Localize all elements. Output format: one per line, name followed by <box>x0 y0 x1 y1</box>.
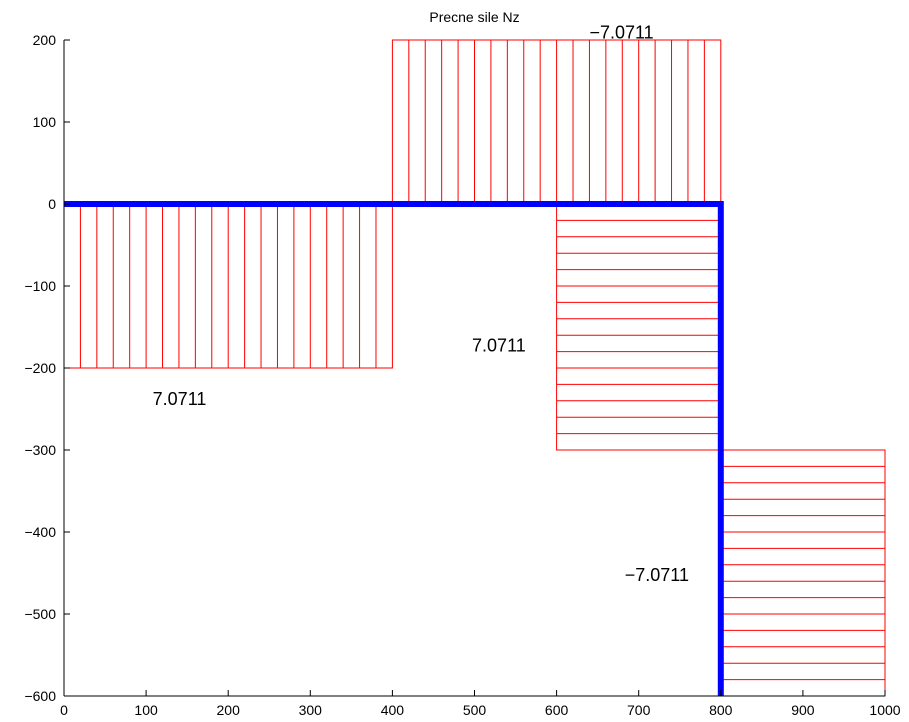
y-tick-label: −600 <box>24 688 56 704</box>
value-label-2: −7.0711 <box>589 22 653 42</box>
x-tick-label: 900 <box>791 702 815 718</box>
y-tick-label: 0 <box>48 196 56 212</box>
value-label-4: −7.0711 <box>625 565 689 585</box>
y-tick-label: 200 <box>33 32 57 48</box>
y-tick-label: −100 <box>24 278 56 294</box>
x-tick-label: 400 <box>381 702 405 718</box>
region-1 <box>63 203 393 369</box>
y-tick-label: −500 <box>24 606 56 622</box>
x-tick-label: 800 <box>709 702 733 718</box>
y-tick-label: −400 <box>24 524 56 540</box>
x-tick-label: 300 <box>299 702 323 718</box>
x-tick-label: 600 <box>545 702 569 718</box>
x-tick-label: 500 <box>463 702 487 718</box>
region-2 <box>391 39 722 205</box>
y-tick-label: −200 <box>24 360 56 376</box>
value-label-1: 7.0711 <box>153 389 207 409</box>
axes: 0 100 200 300 400 500 600 700 800 900 10002001000−… <box>24 32 900 718</box>
y-tick-label: −300 <box>24 442 56 458</box>
chart-title: Precne sile Nz <box>429 9 519 25</box>
y-tick-label: 100 <box>33 114 57 130</box>
x-tick-label: 0 <box>60 702 68 718</box>
x-tick-label: 100 <box>134 702 158 718</box>
value-label-3: 7.0711 <box>472 336 526 356</box>
x-tick-label: 700 <box>627 702 651 718</box>
structure-line <box>64 201 724 696</box>
structure-layer <box>64 201 724 696</box>
value-labels: 7.0711 −7.0711 7.0711 −7.0711 <box>153 22 689 585</box>
x-tick-label: 1000 <box>869 702 900 718</box>
x-tick-label: 200 <box>217 702 241 718</box>
